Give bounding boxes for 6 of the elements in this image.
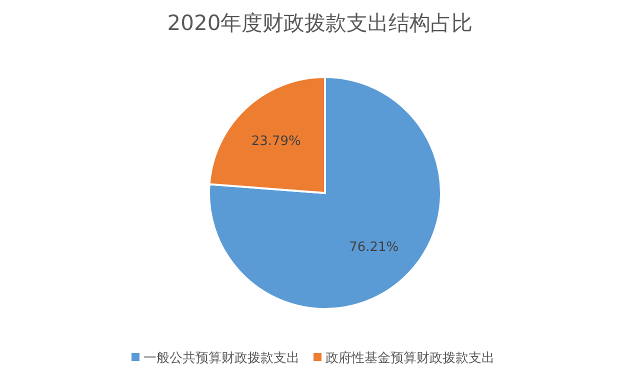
pie-slice bbox=[208, 76, 442, 310]
data-label: 76.21% bbox=[349, 240, 399, 255]
legend-label: 政府性基金预算财政拨款支出 bbox=[326, 350, 494, 366]
data-label: 23.79% bbox=[251, 134, 301, 150]
chart-title: 2020年度财政拨款支出结构占比 bbox=[167, 11, 473, 35]
legend-label: 一般公共预算财政拨款支出 bbox=[144, 351, 300, 366]
